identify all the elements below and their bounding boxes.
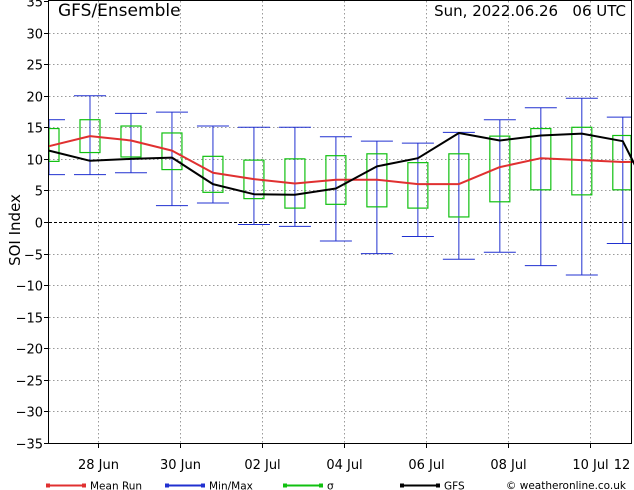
x-tick-label: 12	[614, 458, 631, 473]
y-tick-label: −5	[24, 249, 43, 264]
legend-swatch-end	[82, 483, 86, 488]
y-tick-label: 20	[26, 91, 43, 106]
y-tick-label: 35	[26, 0, 43, 11]
y-axis-label: SOI Index	[6, 194, 24, 266]
gfs-line	[48, 132, 634, 196]
legend-label: GFS	[444, 481, 465, 490]
sigma-box	[407, 162, 429, 209]
y-tick-label: 15	[26, 122, 43, 137]
mean-run-line	[48, 135, 634, 186]
legend-label: σ	[327, 481, 334, 490]
run-date-label: Sun, 2022.06.26 06 UTC	[434, 2, 626, 20]
y-tick-label: −10	[16, 280, 43, 295]
sigma-box	[79, 119, 101, 154]
legend-label: Min/Max	[209, 481, 253, 490]
y-tick-label: 10	[26, 154, 43, 169]
legend-swatch-end	[436, 483, 440, 488]
x-tick-label: 28 Jun	[78, 458, 119, 473]
legend-swatch-end	[46, 483, 50, 488]
y-tick-label: −35	[16, 438, 43, 453]
legend: Mean Run Min/Max σ GFS	[46, 481, 465, 490]
legend-swatch-end	[319, 483, 323, 488]
series-lines	[48, 132, 634, 196]
legend-swatch-end	[201, 483, 205, 488]
x-tick-label: 04 Jul	[326, 458, 362, 473]
x-tick-label: 06 Jul	[408, 458, 444, 473]
x-tick-label: 30 Jun	[160, 458, 201, 473]
y-tick-label: −15	[16, 312, 43, 327]
sigma-box	[161, 132, 183, 171]
y-axis-ticks: 35 30 25 20 15 10 5 0 −5 −10 −15 −20 −25 −30 −35	[16, 0, 49, 453]
chart-title: GFS/Ensemble	[58, 1, 181, 21]
sigma-box	[489, 135, 511, 203]
legend-swatch-end	[165, 483, 169, 488]
sigma-box	[120, 125, 142, 158]
x-axis-ticks: 28 Jun 30 Jun 02 Jul 04 Jul 06 Jul 08 Jul 10 J…	[78, 443, 631, 473]
x-tick-label: 10 Jul	[572, 458, 608, 473]
ensemble-boxes	[48, 95, 632, 276]
legend-swatch-end	[400, 483, 404, 488]
x-tick-label: 08 Jul	[490, 458, 526, 473]
y-tick-label: 0	[35, 217, 43, 232]
y-tick-label: −25	[16, 375, 43, 390]
legend-swatch-end	[283, 483, 287, 488]
y-tick-label: 25	[26, 59, 43, 74]
legend-label: Mean Run	[90, 481, 142, 490]
y-tick-label: −30	[16, 406, 43, 421]
y-tick-label: −20	[16, 343, 43, 358]
x-tick-label: 02 Jul	[244, 458, 280, 473]
sigma-box	[448, 153, 470, 218]
y-tick-label: 5	[35, 185, 43, 200]
credit-text: © weatheronline.co.uk	[506, 480, 627, 490]
y-tick-label: 30	[26, 28, 43, 43]
